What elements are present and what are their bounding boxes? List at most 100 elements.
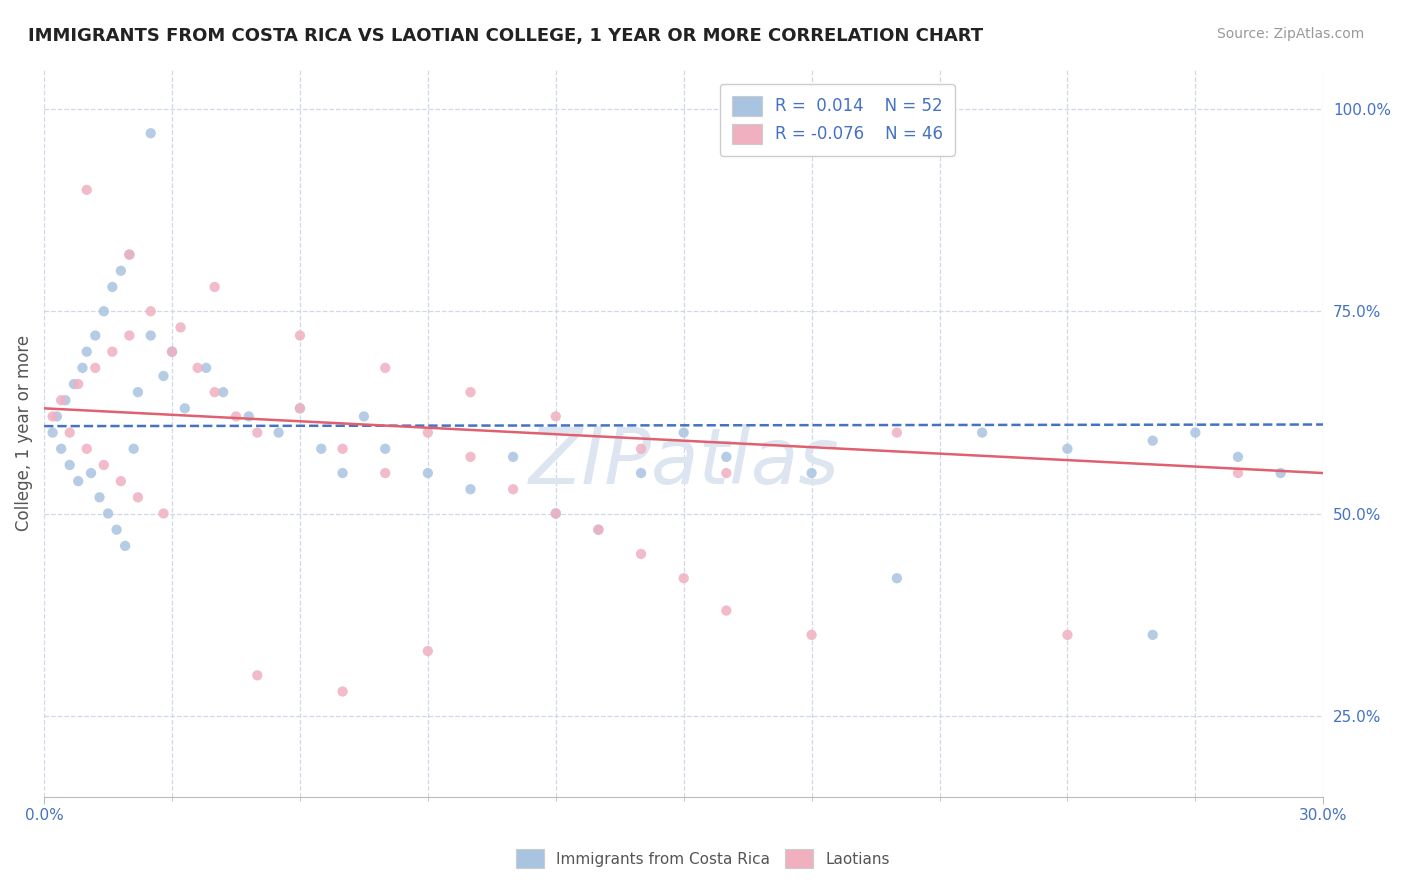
Point: [886, 571, 908, 585]
Point: [127, 491, 149, 505]
Point: [110, 264, 132, 278]
Point: [1056, 628, 1078, 642]
Point: [1142, 628, 1164, 642]
Point: [460, 482, 482, 496]
Point: [800, 628, 823, 642]
Point: [246, 425, 269, 440]
Point: [160, 344, 183, 359]
Point: [288, 328, 311, 343]
Text: IMMIGRANTS FROM COSTA RICA VS LAOTIAN COLLEGE, 1 YEAR OR MORE CORRELATION CHART: IMMIGRANTS FROM COSTA RICA VS LAOTIAN CO…: [28, 27, 983, 45]
Point: [51, 442, 73, 456]
Point: [288, 401, 311, 416]
Point: [195, 360, 218, 375]
Point: [173, 401, 195, 416]
Point: [160, 344, 183, 359]
Point: [332, 684, 354, 698]
Point: [588, 523, 610, 537]
Point: [51, 393, 73, 408]
Point: [152, 368, 174, 383]
Point: [114, 539, 136, 553]
Point: [139, 328, 162, 343]
Point: [127, 385, 149, 400]
Point: [212, 385, 235, 400]
Point: [460, 450, 482, 464]
Y-axis label: College, 1 year or more: College, 1 year or more: [15, 334, 32, 531]
Point: [101, 280, 124, 294]
Point: [502, 482, 524, 496]
Point: [41, 425, 63, 440]
Point: [76, 183, 98, 197]
Point: [204, 280, 226, 294]
Point: [1227, 450, 1250, 464]
Point: [169, 320, 191, 334]
Point: [45, 409, 67, 424]
Point: [93, 304, 115, 318]
Point: [672, 571, 695, 585]
Point: [716, 466, 738, 480]
Point: [80, 466, 103, 480]
Point: [502, 450, 524, 464]
Point: [886, 425, 908, 440]
Point: [972, 425, 994, 440]
Point: [332, 442, 354, 456]
Point: [118, 247, 141, 261]
Text: ZIPatlas: ZIPatlas: [529, 424, 839, 500]
Point: [353, 409, 375, 424]
Point: [204, 385, 226, 400]
Point: [139, 304, 162, 318]
Point: [72, 360, 94, 375]
Point: [89, 491, 111, 505]
Legend: R =  0.014    N = 52, R = -0.076    N = 46: R = 0.014 N = 52, R = -0.076 N = 46: [720, 84, 955, 155]
Point: [93, 458, 115, 472]
Point: [309, 442, 332, 456]
Point: [118, 328, 141, 343]
Point: [416, 425, 439, 440]
Point: [1142, 434, 1164, 448]
Point: [118, 247, 141, 261]
Point: [41, 409, 63, 424]
Point: [63, 377, 86, 392]
Point: [374, 360, 396, 375]
Point: [1270, 466, 1292, 480]
Point: [67, 474, 90, 488]
Point: [59, 458, 82, 472]
Point: [225, 409, 247, 424]
Point: [1227, 466, 1250, 480]
Point: [374, 466, 396, 480]
Point: [374, 442, 396, 456]
Point: [1184, 425, 1206, 440]
Point: [55, 393, 77, 408]
Point: [588, 523, 610, 537]
Point: [105, 523, 128, 537]
Point: [800, 466, 823, 480]
Point: [332, 466, 354, 480]
Point: [97, 507, 120, 521]
Point: [187, 360, 209, 375]
Point: [84, 360, 107, 375]
Point: [267, 425, 290, 440]
Point: [630, 442, 652, 456]
Point: [152, 507, 174, 521]
Point: [416, 644, 439, 658]
Point: [1056, 442, 1078, 456]
Point: [288, 401, 311, 416]
Point: [139, 126, 162, 140]
Point: [460, 385, 482, 400]
Point: [76, 442, 98, 456]
Point: [630, 466, 652, 480]
Point: [630, 547, 652, 561]
Point: [238, 409, 260, 424]
Point: [84, 328, 107, 343]
Point: [716, 604, 738, 618]
Text: Source: ZipAtlas.com: Source: ZipAtlas.com: [1216, 27, 1364, 41]
Point: [544, 409, 567, 424]
Legend: Immigrants from Costa Rica, Laotians: Immigrants from Costa Rica, Laotians: [509, 841, 897, 875]
Point: [716, 450, 738, 464]
Point: [544, 507, 567, 521]
Point: [416, 466, 439, 480]
Point: [76, 344, 98, 359]
Point: [110, 474, 132, 488]
Point: [101, 344, 124, 359]
Point: [246, 668, 269, 682]
Point: [59, 425, 82, 440]
